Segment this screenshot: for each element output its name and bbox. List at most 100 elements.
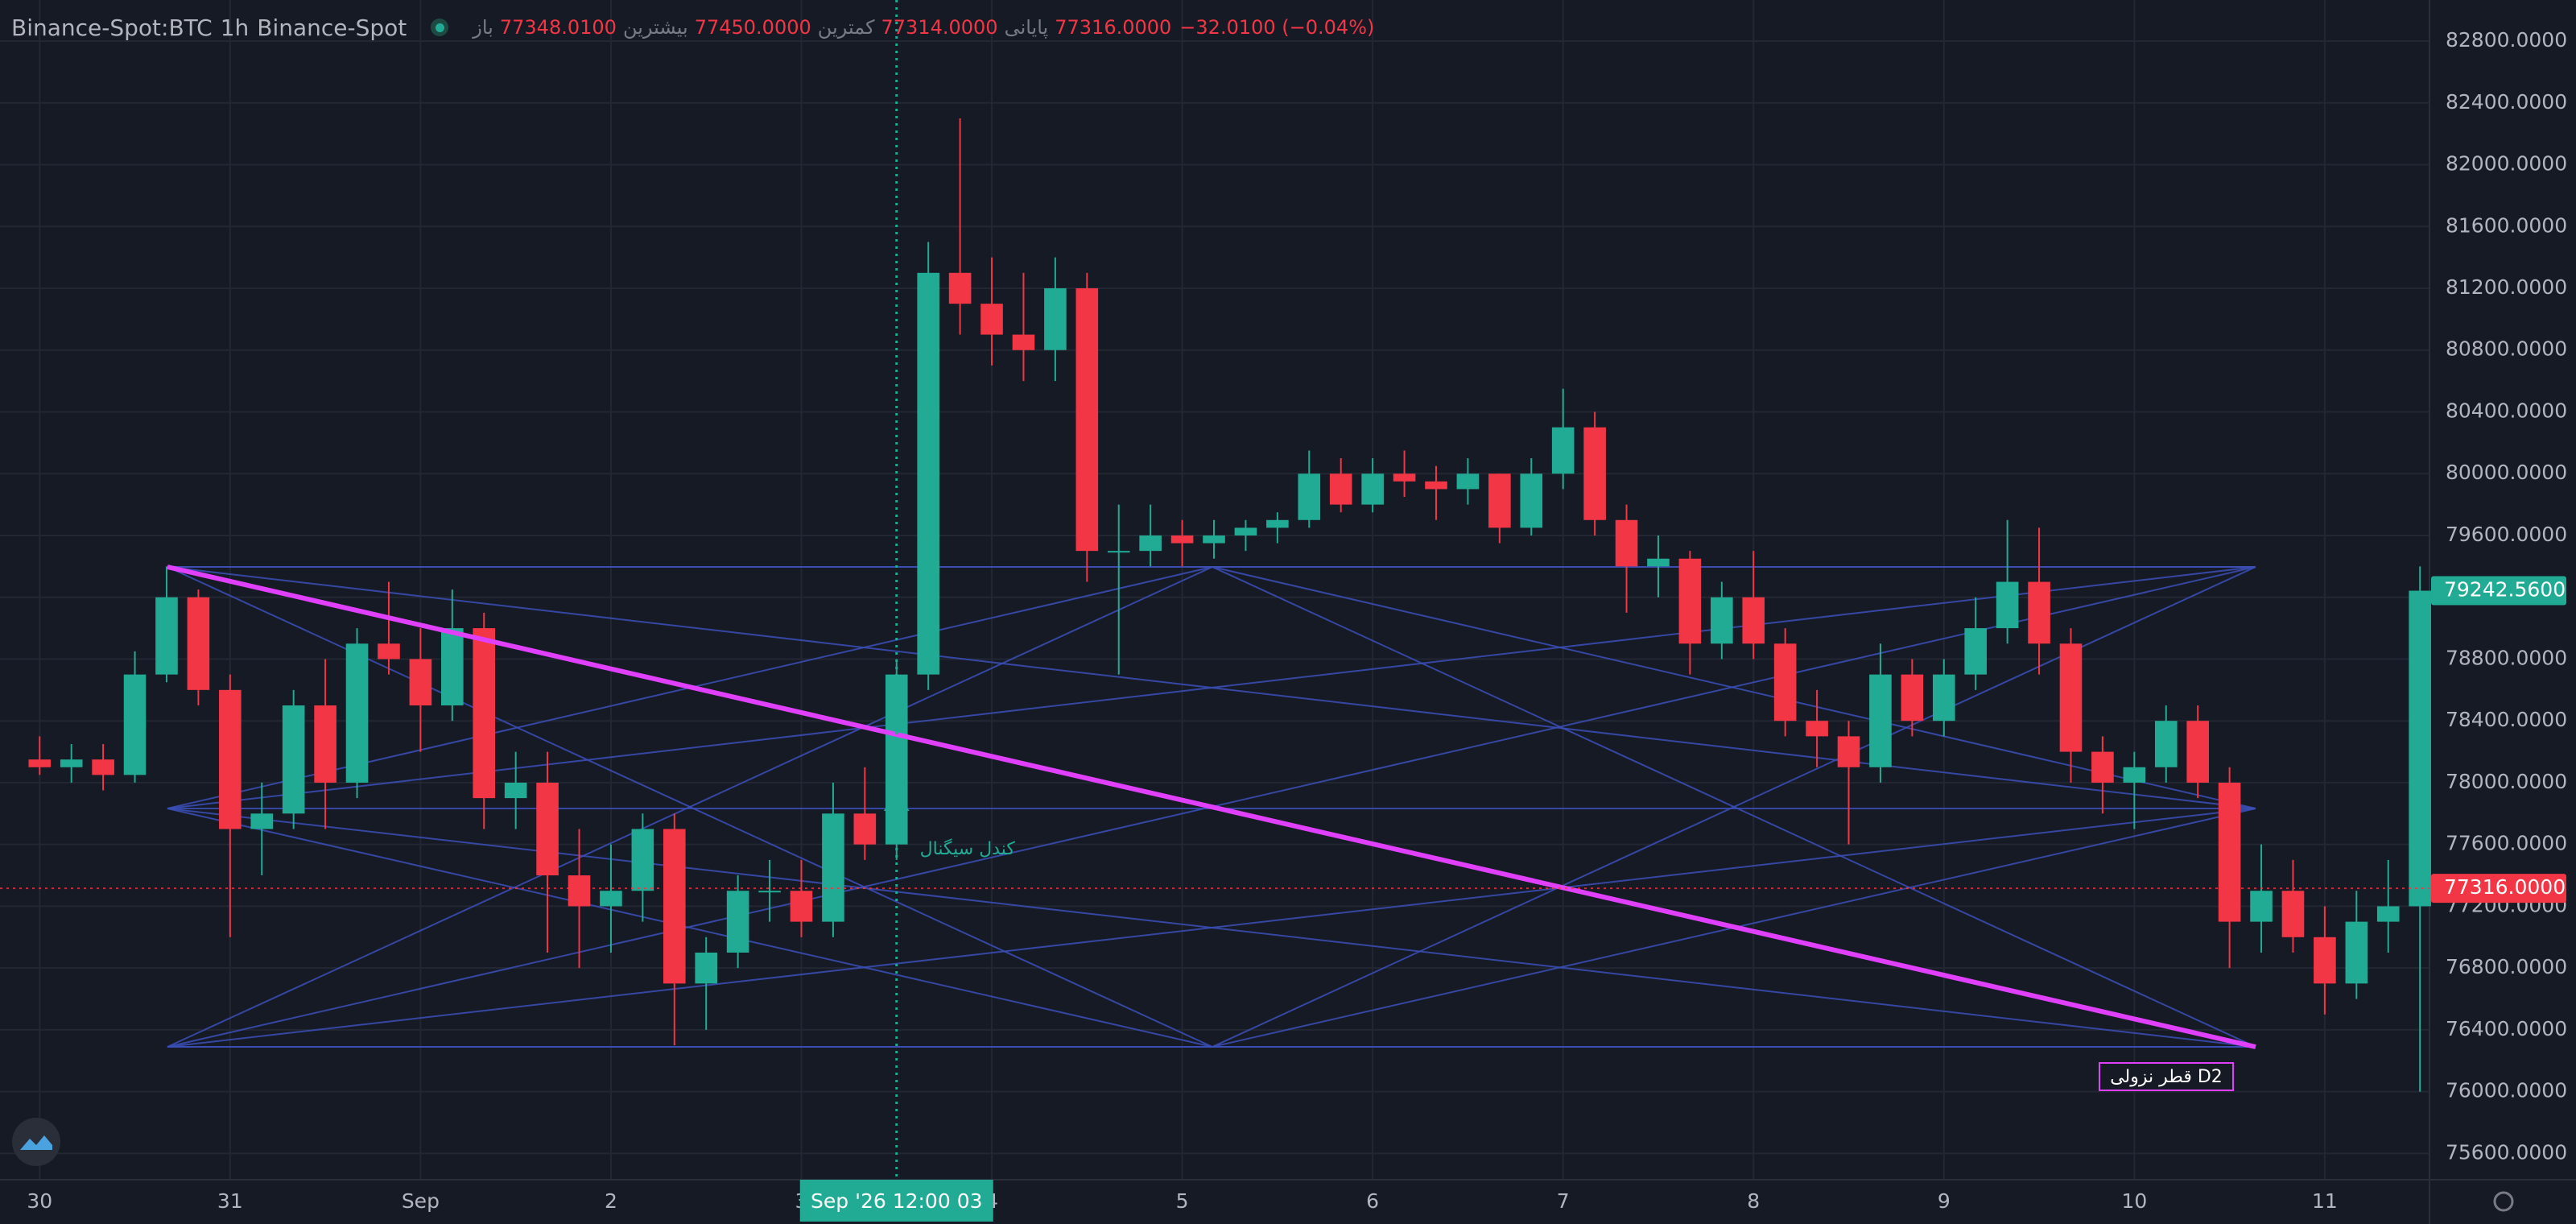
candle-body [917, 272, 939, 675]
candle-body [2028, 581, 2050, 644]
last-price-label: 79242.5600 [2444, 578, 2566, 602]
crosshair-price-box [2431, 874, 2566, 904]
y-tick-label: 76800.0000 [2446, 955, 2567, 978]
y-tick-label: 77600.0000 [2446, 832, 2567, 855]
candle-body [948, 272, 972, 304]
candle-body [1139, 535, 1162, 552]
candle-body [1044, 288, 1067, 350]
candle-body [1203, 535, 1225, 544]
candle-body [1742, 597, 1765, 644]
candle-body [2123, 767, 2146, 783]
candle-body [1107, 551, 1130, 553]
candle-body [1425, 481, 1447, 490]
candle-body [504, 782, 527, 799]
candle-body [663, 829, 686, 984]
y-tick-label: 82000.0000 [2446, 152, 2567, 176]
legend-bar: Binance-Spot:BTC 1h Binance-Spot باز 7734… [11, 10, 1374, 45]
candle-body [1551, 427, 1575, 474]
candle-body [250, 813, 274, 829]
candle-body [1329, 473, 1352, 505]
settings-button[interactable] [2493, 1191, 2514, 1212]
candle-body [1678, 558, 1702, 644]
candle-body [1901, 674, 1924, 722]
candle-body [92, 759, 114, 775]
candle-body [1806, 721, 1828, 737]
x-tick-label: 31 [217, 1189, 243, 1213]
pattern-line [167, 808, 1213, 1048]
logo-icon [20, 1135, 52, 1150]
symbol[interactable]: Binance-Spot:BTC [11, 14, 213, 41]
candle-body [2314, 937, 2336, 984]
crosshair-time-box [799, 1180, 993, 1222]
x-tick-label: 9 [1938, 1189, 1951, 1213]
x-tick-label: 10 [2121, 1189, 2147, 1213]
candle-body [600, 891, 622, 907]
candle-body [2409, 590, 2431, 907]
candle-body [980, 304, 1003, 335]
candle-body [1583, 427, 1606, 520]
candle-body [1837, 736, 1860, 767]
candle-body [695, 952, 718, 984]
trend-line [167, 564, 2256, 1049]
field-label: باز [473, 16, 493, 39]
candles [28, 118, 2431, 1092]
candle-body [1996, 581, 2019, 629]
candle-body [2059, 643, 2083, 752]
candle-body [378, 643, 400, 660]
candle-body [1075, 288, 1099, 552]
candle-body [822, 813, 844, 922]
x-tick-label: 8 [1747, 1189, 1760, 1213]
candle-body [2218, 782, 2241, 922]
x-tick-label: 11 [2312, 1189, 2338, 1213]
y-tick-label: 82400.0000 [2446, 90, 2567, 114]
pattern-line [167, 808, 2256, 1048]
candle-body [1932, 674, 1955, 722]
exchange: Binance-Spot [257, 14, 407, 41]
field-value: 77348.0100 [499, 16, 617, 39]
field-label: بیشترین [622, 16, 688, 39]
candle-body [2091, 751, 2114, 783]
y-tick-label: 75600.0000 [2446, 1140, 2567, 1164]
field-value: 77316.0000 [1055, 16, 1172, 39]
logo [12, 1118, 60, 1166]
candle-body [1520, 473, 1543, 528]
candle-body [1615, 519, 1638, 567]
x-tick-label: 6 [1366, 1189, 1379, 1213]
candle-body [758, 891, 781, 893]
candle-body [1234, 527, 1257, 536]
candle-body [853, 813, 877, 845]
candle-body [1393, 473, 1416, 482]
candle-body [631, 829, 654, 891]
candle-body [123, 674, 147, 775]
candle-body [1266, 519, 1289, 528]
candle-body [1012, 334, 1035, 350]
candle-body [1298, 473, 1321, 520]
candle-body [536, 782, 559, 876]
ohlc-fields: باز 77348.0100 بیشترین 77450.0000 کمترین 7731… [473, 16, 1171, 39]
field-label: کمترین [817, 16, 875, 39]
x-tick-label: Sep [402, 1189, 440, 1213]
y-tick-label: 79600.0000 [2446, 523, 2567, 546]
status-dot [431, 19, 449, 36]
signal-arrow [883, 793, 910, 827]
candle-body [2281, 891, 2305, 937]
candle-body [2376, 906, 2400, 922]
candle-body [409, 659, 432, 706]
y-tick-label: 76000.0000 [2446, 1079, 2567, 1102]
y-tick-label: 80400.0000 [2446, 399, 2567, 422]
field-value: 77314.0000 [881, 16, 998, 39]
y-tick-label: 81200.0000 [2446, 275, 2567, 299]
change: −32.0100 (−0.04%) [1179, 16, 1375, 39]
interval[interactable]: 1h [220, 14, 250, 41]
candle-body [1647, 558, 1670, 567]
y-tick-label: 78400.0000 [2446, 708, 2567, 731]
candle-body [1170, 535, 1194, 544]
candle-body [1773, 643, 1797, 722]
candle-body [2250, 891, 2273, 922]
candle-body [282, 705, 305, 814]
signal-label: کندل سیگنال [920, 838, 1016, 859]
